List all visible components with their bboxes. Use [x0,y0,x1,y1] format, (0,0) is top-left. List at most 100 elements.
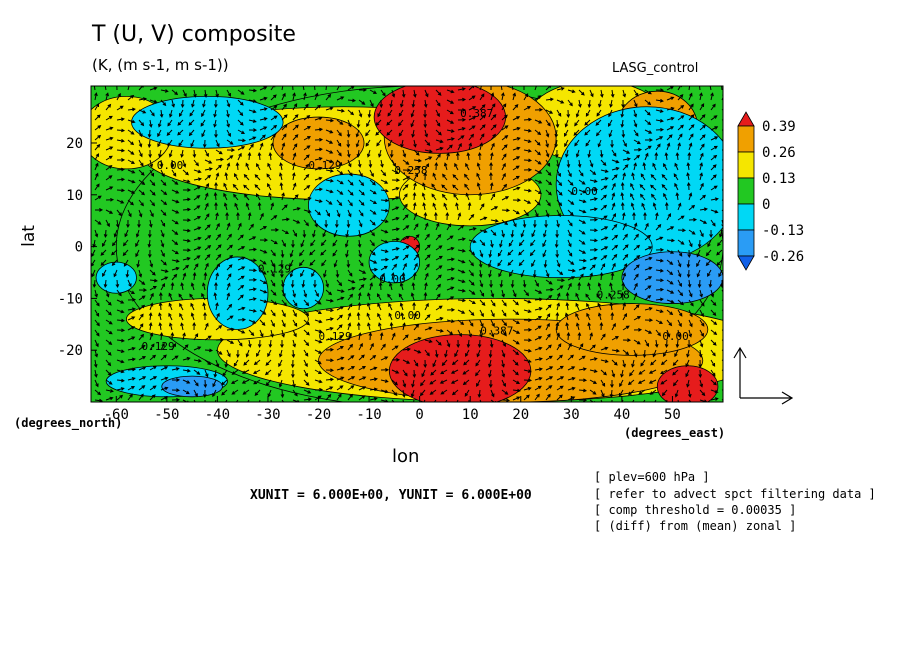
wind-vector-1707 [675,192,680,201]
wind-vector-874 [391,186,400,191]
wind-vector-613 [303,136,311,141]
wind-vector-1442 [585,109,591,117]
wind-vector-974 [424,222,429,231]
wind-vector-963 [423,119,428,129]
wind-vector-301 [193,216,202,221]
wind-vector-779 [358,199,365,206]
wind-vector-803 [366,119,371,128]
wind-vector-1298 [532,269,537,279]
wind-vector-898 [398,109,404,117]
wind-vector-1780 [699,289,703,298]
wind-vector-129 [138,97,147,101]
wind-vector-1171 [489,279,493,289]
wind-vector-490 [254,184,261,191]
wind-vector-518 [270,142,274,151]
wind-vector-1778 [696,269,701,278]
wind-vector-1137 [478,259,483,268]
wind-vector-577 [292,92,296,101]
x-tick-label-0: -60 [104,407,129,423]
wind-vector-102 [127,149,135,155]
wind-vector-1608 [642,162,647,171]
wind-vector-1188 [501,125,509,131]
wind-vector-20 [94,289,98,298]
wind-vector-305 [193,255,201,261]
wind-vector-751 [344,239,349,248]
wind-vector-346 [204,348,214,353]
wind-vector-126 [127,385,136,391]
wind-vector-145 [136,259,140,268]
wind-vector-1804 [710,209,719,214]
wind-vector-150 [138,304,146,311]
wind-vector-1433 [577,331,582,341]
wind-vector-1516 [611,202,616,211]
wind-vector-1656 [655,329,661,337]
wind-vector-1350 [555,149,559,159]
wind-vector-8 [94,162,99,171]
wind-vector-164 [147,129,152,139]
wind-vector-352 [215,89,219,98]
wind-vector-562 [280,269,284,279]
wind-vector-1389 [567,219,573,227]
wind-vector-762 [347,343,354,351]
wind-vector-1634 [655,109,664,113]
wind-vector-1743 [688,239,693,248]
x-tick-label-1: -50 [154,407,179,423]
wind-vector-1232 [507,249,514,256]
wind-vector-159 [138,393,144,401]
wind-vector-1456 [589,247,599,252]
wind-vector-594 [289,269,294,278]
wind-vector-1609 [640,173,646,181]
contour-labels: 0.00 0.129 0.2580.3870.000.1290.000.000.12… [142,107,689,353]
wind-vector-1569 [633,99,638,108]
wind-vector-170 [149,189,156,196]
wind-vector-527 [270,239,278,245]
wind-vector-1182 [490,389,495,398]
wind-vector-794 [358,342,363,351]
wind-vector-1241 [512,339,520,345]
wind-vector-1468 [589,369,598,373]
wind-vector-14 [94,229,99,238]
wind-vector-649 [314,176,323,181]
wind-vector-1556 [621,281,626,291]
wind-vector-61 [105,379,113,385]
wind-vector-1465 [589,332,593,341]
wind-vector-1181 [489,379,493,389]
wind-vector-163 [148,119,153,128]
wind-vector-842 [380,189,389,193]
wind-vector-1443 [584,119,591,126]
wind-vector-165 [147,139,152,149]
wind-vector-1528 [611,322,616,331]
wind-vector-1808 [705,249,712,257]
wind-vector-942 [413,223,419,231]
wind-vector-317 [193,379,199,387]
wind-vector-1301 [534,297,543,302]
wind-vector-1113 [466,339,471,349]
wind-vector-729 [336,334,344,341]
contour-label-10: 0.387 [480,325,513,338]
wind-vector-1121 [479,93,485,101]
wind-vector-139 [138,199,144,207]
y-tick-label-2: 0 [75,240,83,256]
wind-vector-1693 [660,379,668,385]
wind-vector-889 [391,332,396,341]
wind-vector-617 [303,173,310,181]
wind-vector-929 [411,99,416,108]
wind-vector-786 [358,269,367,274]
wind-vector-1472 [600,89,604,98]
wind-vector-1064 [454,162,459,171]
wind-vector-125 [127,377,136,381]
wind-vector-1144 [479,329,483,338]
wind-vector-764 [347,366,355,371]
wind-vector-883 [391,272,395,281]
wind-vector-1633 [655,98,664,103]
wind-vector-981 [423,291,428,301]
wind-vector-495 [259,238,269,242]
wind-vector-386 [226,109,230,118]
wind-vector-1091 [468,116,477,121]
wind-vector-541 [265,379,272,386]
wind-vector-1136 [479,249,484,258]
wind-vector-800 [369,89,377,94]
wind-vector-1695 [666,399,668,402]
wind-vector-233 [171,179,179,185]
